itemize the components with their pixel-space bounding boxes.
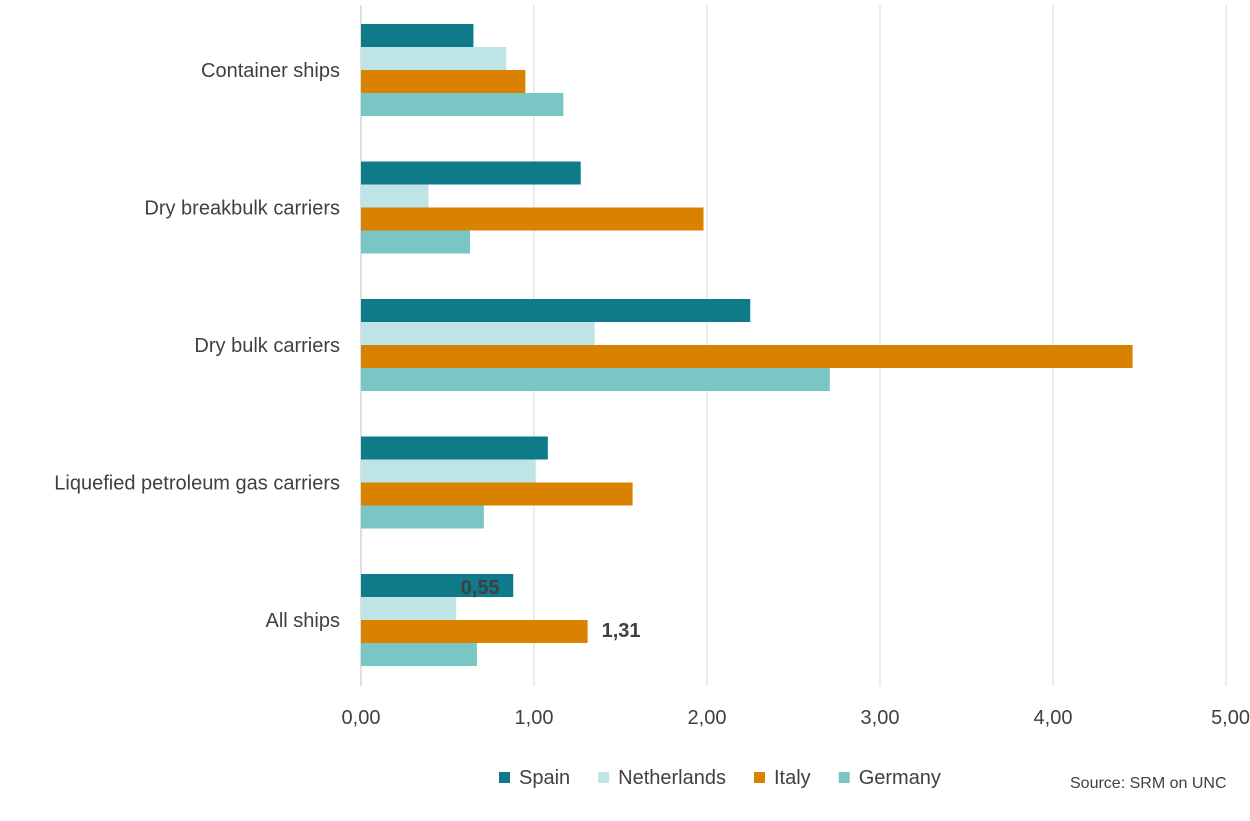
x-tick-label: 4,00 bbox=[1034, 707, 1073, 729]
legend-swatch-netherlands bbox=[598, 772, 610, 783]
bar-spain-2 bbox=[361, 299, 751, 322]
bar-spain-3 bbox=[361, 436, 548, 460]
bar-netherlands-4 bbox=[361, 597, 457, 620]
bar-italy-0 bbox=[361, 70, 526, 93]
x-tick-label: 3,00 bbox=[861, 707, 900, 729]
bar-spain-1 bbox=[361, 161, 581, 185]
legend-label-netherlands: Netherlands bbox=[618, 767, 726, 789]
bar-germany-2 bbox=[361, 368, 830, 391]
bar-germany-1 bbox=[361, 230, 470, 254]
x-tick-label: 0,00 bbox=[342, 707, 381, 729]
legend-swatch-germany bbox=[838, 772, 850, 783]
data-label: 0,55 bbox=[461, 577, 500, 599]
category-labels: Container ships Dry breakbulk carriers Dry… bbox=[54, 60, 340, 632]
category-label: All ships bbox=[266, 610, 340, 632]
legend: Spain Netherlands Italy Germany bbox=[499, 767, 941, 789]
bar-italy-2 bbox=[361, 345, 1133, 368]
data-label: 1,31 bbox=[602, 620, 641, 642]
bar-netherlands-3 bbox=[361, 459, 536, 483]
bar-netherlands-0 bbox=[361, 47, 507, 70]
bar-spain-0 bbox=[361, 24, 474, 47]
x-tick-label: 5,00 bbox=[1211, 707, 1250, 729]
bar-netherlands-1 bbox=[361, 184, 429, 208]
x-tick-label: 2,00 bbox=[688, 707, 727, 729]
legend-swatch-italy bbox=[754, 772, 765, 783]
bars bbox=[361, 24, 1133, 666]
bar-italy-4 bbox=[361, 620, 588, 643]
x-tick-labels: 0,00 1,00 2,00 3,00 4,00 5,00 bbox=[342, 707, 1250, 729]
category-label: Liquefied petroleum gas carriers bbox=[54, 473, 340, 495]
bar-italy-3 bbox=[361, 482, 633, 506]
category-label: Dry breakbulk carriers bbox=[144, 198, 340, 220]
legend-label-spain: Spain bbox=[519, 767, 570, 789]
bar-spain-4 bbox=[361, 574, 514, 597]
bar-germany-0 bbox=[361, 93, 564, 116]
legend-label-italy: Italy bbox=[774, 767, 811, 789]
source-note: Source: SRM on UNC bbox=[1070, 775, 1227, 792]
legend-label-germany: Germany bbox=[859, 767, 941, 789]
bar-italy-1 bbox=[361, 207, 704, 231]
category-label: Dry bulk carriers bbox=[194, 335, 340, 357]
category-label: Container ships bbox=[201, 60, 340, 82]
bar-netherlands-2 bbox=[361, 322, 595, 345]
bar-germany-4 bbox=[361, 643, 477, 666]
data-labels: 0,55 1,31 bbox=[461, 577, 641, 642]
legend-swatch-spain bbox=[499, 772, 510, 783]
bar-germany-3 bbox=[361, 505, 484, 529]
x-tick-label: 1,00 bbox=[515, 707, 554, 729]
